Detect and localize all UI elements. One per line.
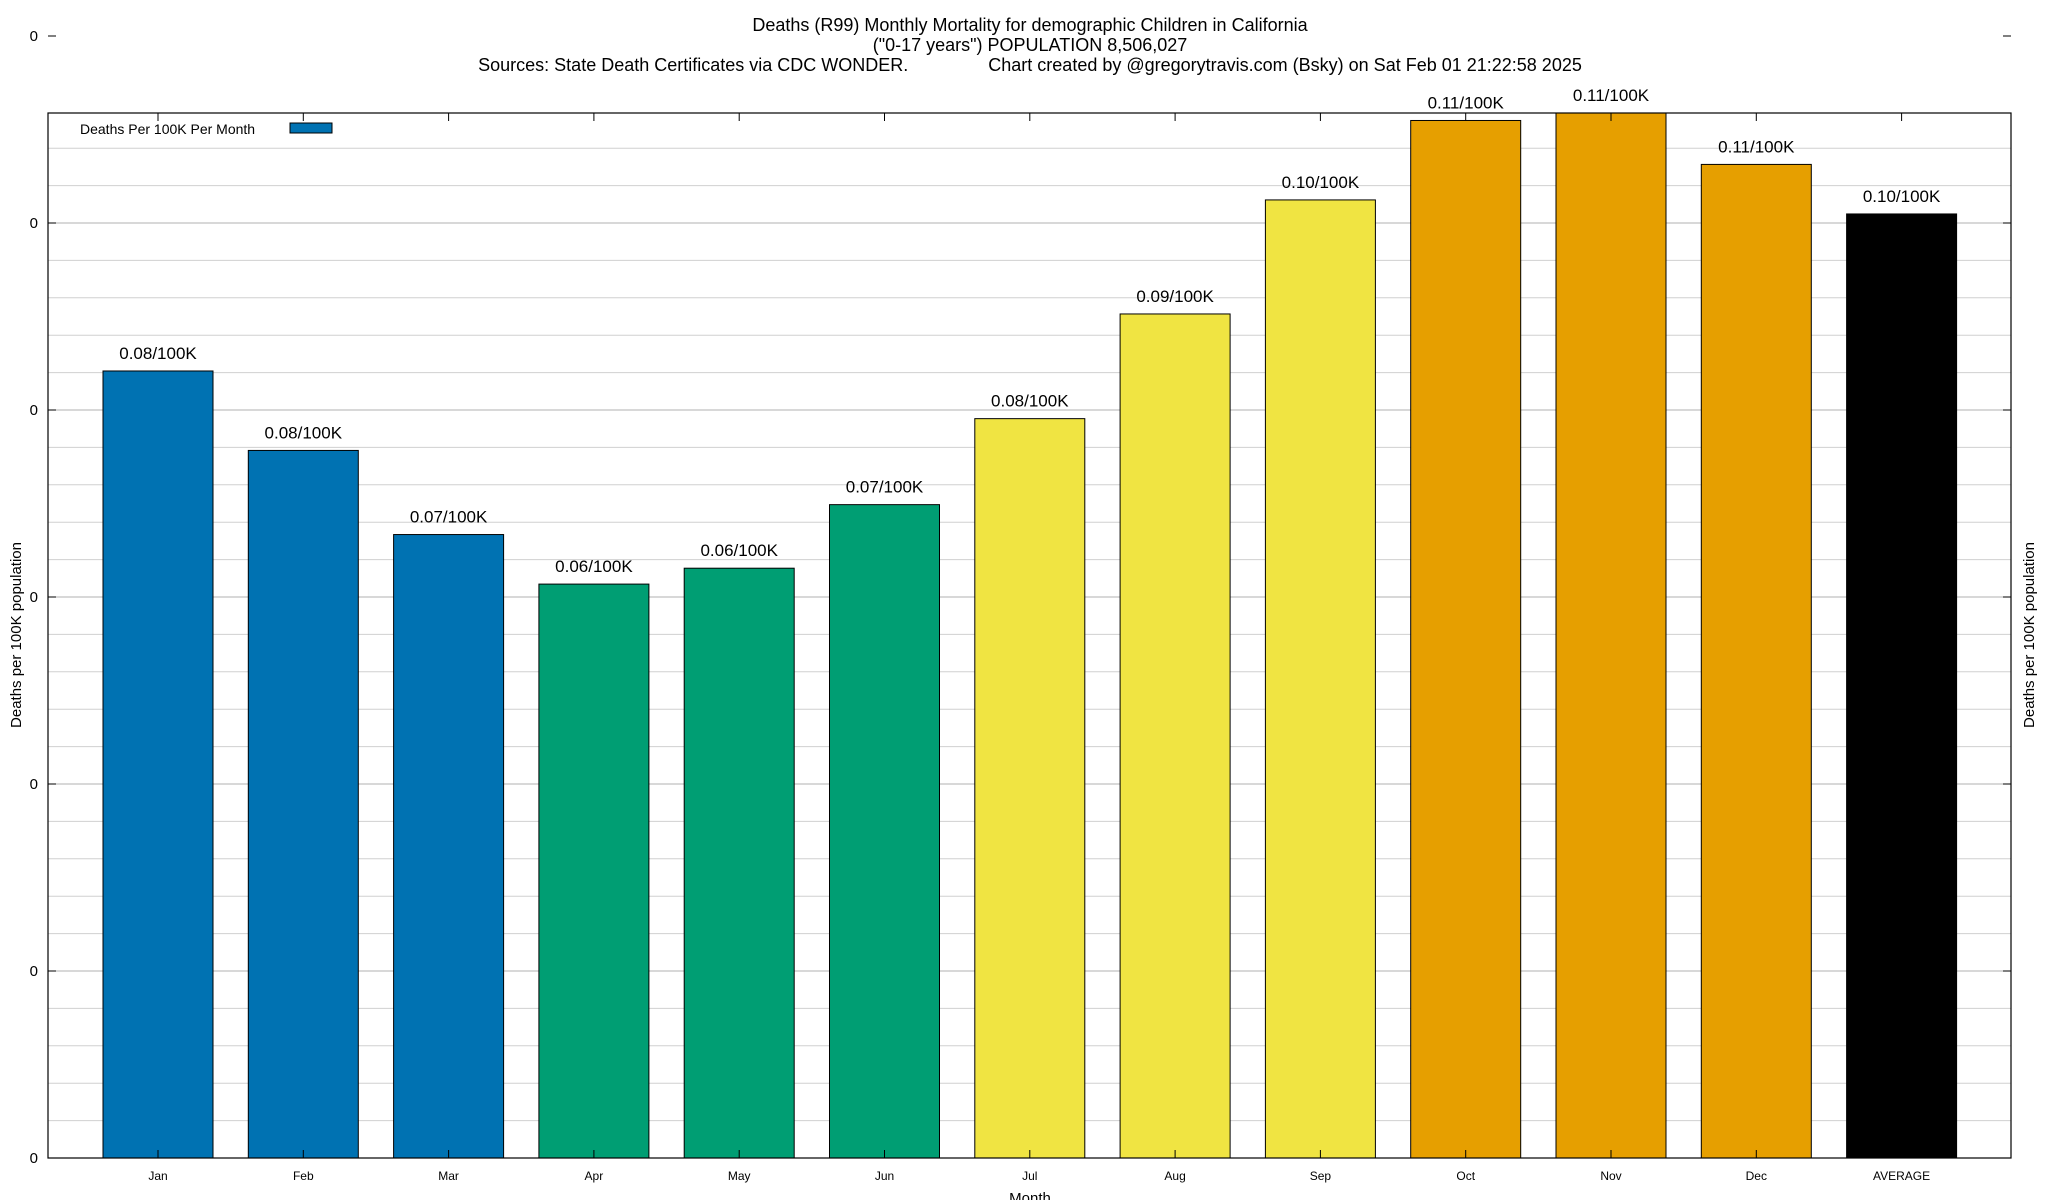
bar-data-label: 0.07/100K (410, 508, 488, 527)
x-tick-label: AVERAGE (1873, 1169, 1930, 1183)
bar-jun (829, 504, 940, 1159)
bar-data-label: 0.10/100K (1282, 173, 1360, 192)
y-tick-label: 0 (30, 215, 38, 232)
x-tick-label: Nov (1600, 1169, 1621, 1183)
bar-data-label: 0.08/100K (265, 423, 343, 442)
y-tick-label: 0 (30, 963, 38, 980)
axis-ticks: 0 0 0 0 0 0 0 Jan Feb Mar Apr May Jun Jul Aug Sep Oct Nov… (30, 28, 2011, 1183)
bar-data-label: 0.08/100K (991, 392, 1069, 411)
bar-data-label: 0.11/100K (1428, 93, 1505, 112)
x-tick-label: Jan (148, 1169, 167, 1183)
bar-data-label: 0.06/100K (555, 557, 633, 576)
chart-title: Deaths (R99) Monthly Mortality for demog… (752, 15, 1308, 35)
x-tick-label: Dec (1746, 1169, 1767, 1183)
x-axis-label: Month (1009, 1190, 1051, 1200)
bar-dec (1700, 163, 1812, 1159)
x-tick-label: Jul (1022, 1169, 1037, 1183)
legend-label: Deaths Per 100K Per Month (80, 121, 255, 137)
y2-axis-label: Deaths per 100K population (2021, 542, 2038, 728)
bar-average (1846, 213, 1958, 1159)
y-tick-label: 0 (30, 589, 38, 606)
x-tick-label: Sep (1310, 1169, 1332, 1183)
chart-source-line: Sources: State Death Certificates via CD… (478, 55, 1582, 75)
x-tick-label: May (728, 1169, 751, 1183)
y-tick-label: 0 (30, 28, 38, 45)
bar-apr (538, 583, 650, 1159)
bar-data-label: 0.06/100K (700, 541, 778, 560)
bar-data-label: 0.09/100K (1136, 287, 1214, 306)
bar-data-label: 0.10/100K (1863, 187, 1941, 206)
chart-subtitle: ("0-17 years") POPULATION 8,506,027 (873, 35, 1188, 55)
bar-data-label: 0.07/100K (846, 478, 924, 497)
bar-feb (247, 449, 359, 1159)
y-tick-label: 0 (30, 402, 38, 419)
bar-nov (1555, 112, 1667, 1159)
y-tick-label: 0 (30, 776, 38, 793)
y-tick-label: 0 (30, 1150, 38, 1167)
bar-data-label: 0.08/100K (119, 344, 197, 363)
x-tick-label: Aug (1164, 1169, 1185, 1183)
bar-oct (1410, 119, 1522, 1159)
bars: 0.08/100K 0.08/100K 0.07/100K 0.06/100K 0.06… (102, 86, 1958, 1159)
bar-jan (102, 370, 214, 1159)
bar-data-label: 0.11/100K (1573, 86, 1650, 105)
bar-aug (1119, 313, 1231, 1159)
legend-swatch (289, 122, 333, 134)
x-tick-label: Apr (585, 1169, 604, 1183)
legend: Deaths Per 100K Per Month (80, 121, 333, 137)
x-tick-label: Mar (438, 1169, 459, 1183)
bar-data-label: 0.11/100K (1718, 137, 1795, 156)
x-tick-label: Oct (1456, 1169, 1475, 1183)
bar-jul (974, 418, 1086, 1159)
x-tick-label: Jun (875, 1169, 894, 1183)
bar-sep (1264, 199, 1376, 1159)
y-axis-label: Deaths per 100K population (8, 542, 25, 728)
x-tick-label: Feb (293, 1169, 314, 1183)
bar-mar (393, 534, 505, 1159)
bar-may (683, 567, 795, 1159)
